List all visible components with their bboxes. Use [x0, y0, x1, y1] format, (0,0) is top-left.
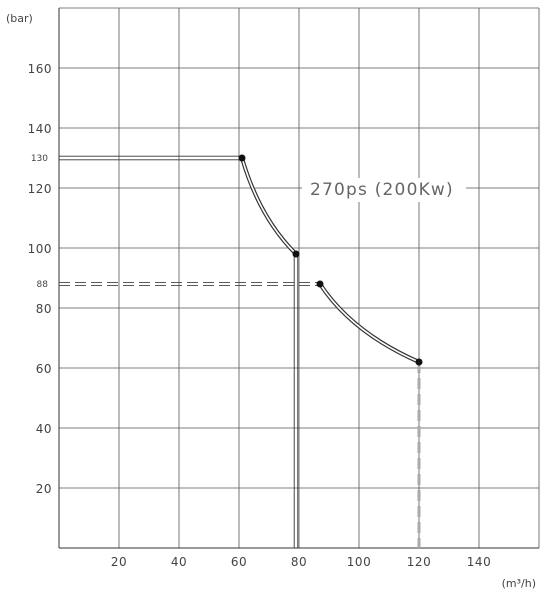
- series-curve: [318, 282, 420, 364]
- chart-labels: 20 40 60 80 100 120 140 160 130 88 20 40 60 80 100 120 1…: [6, 12, 536, 590]
- x-tick-label: 120: [407, 555, 431, 569]
- y-tick-label-minor: 130: [31, 154, 48, 164]
- data-point-marker: [415, 358, 423, 366]
- y-tick-label: 160: [28, 62, 52, 76]
- y-tick-label: 20: [36, 482, 52, 496]
- curve-label: 270ps (200Kw): [310, 180, 454, 200]
- y-tick-label: 60: [36, 362, 52, 376]
- x-tick-label: 20: [111, 555, 127, 569]
- series-curve: [240, 157, 298, 256]
- x-axis-label: (m³/h): [502, 577, 536, 590]
- curve-label-background: [302, 178, 466, 202]
- x-tick-label: 40: [171, 555, 187, 569]
- x-tick-label: 60: [231, 555, 247, 569]
- y-tick-label: 100: [28, 242, 52, 256]
- y-tick-label: 40: [36, 422, 52, 436]
- data-point-marker: [316, 280, 324, 288]
- series-curve-inner: [241, 157, 297, 255]
- chart-lines: [59, 155, 421, 548]
- x-tick-label: 100: [347, 555, 371, 569]
- chart-grid: [58, 7, 540, 549]
- data-point-marker: [292, 250, 300, 258]
- y-tick-label: 120: [28, 182, 52, 196]
- series-curve-inner: [319, 283, 420, 363]
- y-tick-label: 140: [28, 122, 52, 136]
- data-point-marker: [238, 154, 246, 162]
- y-tick-label: 80: [36, 302, 52, 316]
- x-tick-label: 140: [467, 555, 491, 569]
- x-tick-label: 80: [291, 555, 307, 569]
- y-axis-label: (bar): [6, 12, 33, 25]
- y-tick-label-minor: 88: [37, 280, 49, 290]
- chart-markers: [238, 154, 423, 366]
